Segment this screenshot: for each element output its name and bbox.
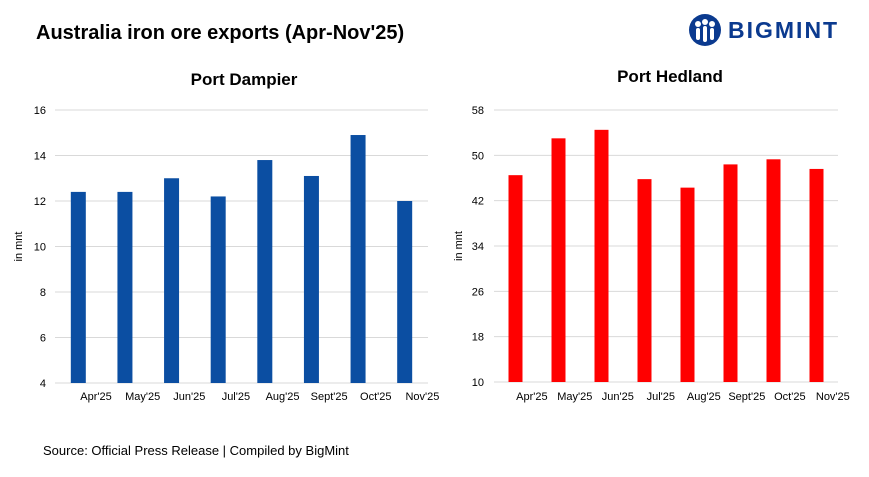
y-axis-title: in mnt [13,232,25,262]
y-tick-label: 58 [472,105,484,117]
bar-dampier-3 [210,196,226,383]
page-title: Australia iron ore exports (Apr-Nov'25) [36,22,405,44]
y-tick-label: 50 [472,150,484,162]
y-tick-label: 10 [472,377,484,389]
y-tick-label: 34 [472,241,484,253]
bar-hedland-4 [680,187,695,382]
y-tick-label: 6 [40,333,46,345]
x-tick-label: Oct'25 [360,391,391,403]
bar-hedland-2 [594,129,609,382]
y-axis-title: in mnt [453,231,465,261]
people-logo-icon [689,14,721,46]
brand-name: BIGMINT [728,17,840,43]
x-tick-label: Apr'25 [516,391,547,403]
x-tick-label: Nov'25 [405,391,439,403]
y-tick-label: 8 [40,287,46,299]
y-tick-label: 18 [472,332,484,344]
y-tick-label: 4 [40,378,46,390]
source-note: Source: Official Press Release | Compile… [43,443,349,458]
bar-hedland-5 [723,164,738,382]
bar-dampier-0 [70,191,86,383]
y-tick-label: 42 [472,196,484,208]
bar-hedland-3 [637,179,652,382]
brand-logo: BIGMINT [688,13,863,47]
x-tick-label: Jun'25 [173,391,205,403]
x-tick-label: Aug'25 [687,391,721,403]
x-tick-label: May'25 [125,391,160,403]
bar-dampier-2 [164,178,180,383]
bar-hedland-1 [551,138,566,382]
x-tick-label: Oct'25 [774,391,805,403]
y-tick-label: 12 [34,196,46,208]
y-tick-label: 10 [34,242,46,254]
x-tick-label: Sept'25 [728,391,765,403]
bar-hedland-0 [508,175,523,382]
x-tick-label: Jul'25 [222,391,250,403]
y-tick-label: 16 [34,105,46,117]
x-tick-label: Jun'25 [602,391,634,403]
bar-dampier-7 [397,201,413,383]
chart-title-hedland: Port Hedland [617,67,723,86]
bar-dampier-1 [117,191,133,383]
bar-hedland-7 [809,168,824,382]
x-tick-label: May'25 [557,391,592,403]
x-tick-label: Nov'25 [816,391,850,403]
chart-title-dampier: Port Dampier [190,70,298,89]
bar-dampier-5 [303,175,319,383]
y-tick-label: 26 [472,286,484,298]
x-tick-label: Sept'25 [311,391,348,403]
x-tick-label: Aug'25 [266,391,300,403]
bar-dampier-6 [350,135,366,383]
y-tick-label: 14 [34,151,46,163]
x-tick-label: Jul'25 [647,391,675,403]
x-tick-label: Apr'25 [80,391,111,403]
bar-dampier-4 [257,160,273,383]
bar-hedland-6 [766,159,781,382]
